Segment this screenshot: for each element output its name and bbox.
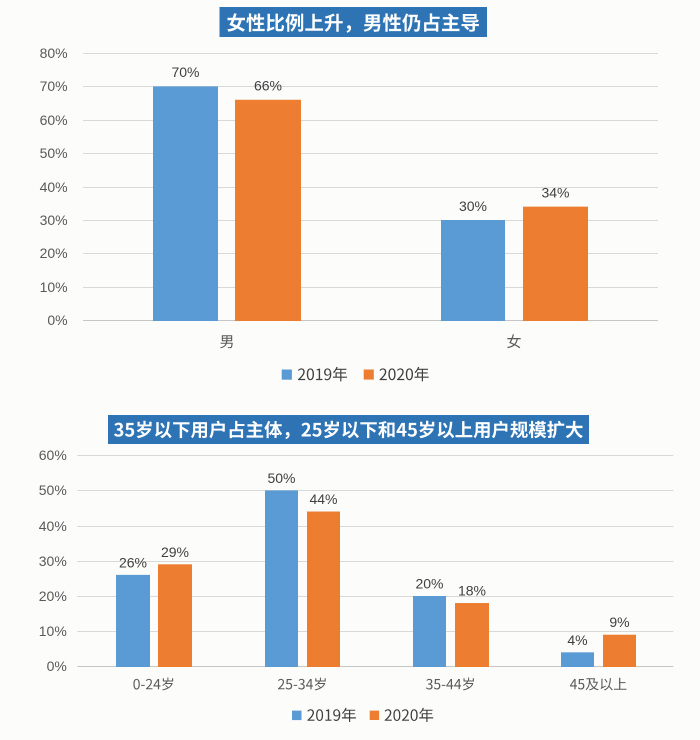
svg-text:40%: 40% xyxy=(39,518,67,534)
svg-text:30%: 30% xyxy=(40,212,68,228)
svg-text:60%: 60% xyxy=(40,112,68,128)
svg-text:40%: 40% xyxy=(40,179,68,195)
svg-text:18%: 18% xyxy=(458,583,486,599)
svg-text:30%: 30% xyxy=(39,553,67,569)
svg-text:30%: 30% xyxy=(459,198,487,214)
svg-text:70%: 70% xyxy=(40,78,68,94)
svg-text:9%: 9% xyxy=(609,614,629,630)
svg-text:0%: 0% xyxy=(47,658,67,674)
svg-text:70%: 70% xyxy=(171,64,199,80)
svg-text:29%: 29% xyxy=(161,544,189,560)
svg-text:10%: 10% xyxy=(39,623,67,639)
svg-text:0%: 0% xyxy=(47,312,67,328)
svg-text:20%: 20% xyxy=(39,588,67,604)
svg-text:66%: 66% xyxy=(254,78,282,94)
svg-text:26%: 26% xyxy=(119,554,147,570)
svg-text:44%: 44% xyxy=(309,491,337,507)
svg-text:4%: 4% xyxy=(567,632,587,648)
svg-text:50%: 50% xyxy=(40,145,68,161)
svg-text:50%: 50% xyxy=(39,482,67,498)
svg-text:20%: 20% xyxy=(40,245,68,261)
svg-text:80%: 80% xyxy=(40,45,68,61)
svg-text:50%: 50% xyxy=(267,470,295,486)
svg-text:20%: 20% xyxy=(415,576,443,592)
svg-text:34%: 34% xyxy=(541,184,569,200)
svg-text:60%: 60% xyxy=(39,447,67,463)
svg-text:10%: 10% xyxy=(40,279,68,295)
